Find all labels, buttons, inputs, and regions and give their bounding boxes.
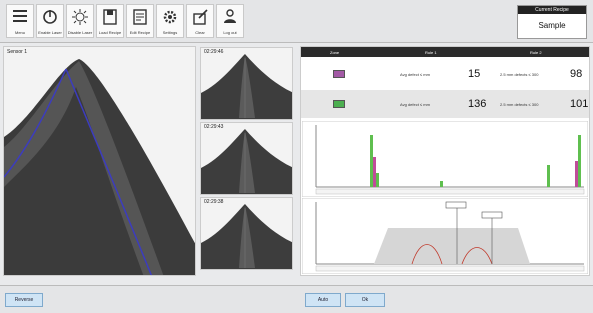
zone-swatch (333, 70, 345, 78)
button-label: Disable Laser (67, 30, 93, 35)
footer (0, 285, 593, 313)
toolbar-button[interactable]: Enable Laser (36, 4, 64, 38)
footer-button[interactable]: Reverse (5, 293, 43, 307)
button-icon (191, 8, 209, 26)
rule2-label: 2.5 mm defects ≤ 300 (500, 102, 538, 107)
rule2-value: 98 (570, 68, 582, 80)
toolbar-button[interactable]: Log out (216, 4, 244, 38)
button-icon (161, 8, 179, 26)
header-rule2: Rule 2 (530, 50, 542, 55)
thumbnail-image (201, 48, 293, 120)
toolbar-button[interactable]: Menu (6, 4, 34, 38)
button-icon (11, 8, 29, 26)
footer-button[interactable]: Ok (345, 293, 385, 307)
recipe-box: Current Recipe Sample (517, 5, 587, 39)
rule1-label: Avg defect ≤ mm (400, 102, 430, 107)
thumbnail[interactable]: 02:29:43 (200, 122, 293, 195)
sensor-view: Sensor 1 (3, 46, 196, 276)
button-icon (131, 8, 149, 26)
button-icon (41, 8, 59, 26)
header-zone: Zone (330, 50, 339, 55)
button-icon (101, 8, 119, 26)
thumbnail-time: 02:29:38 (204, 199, 223, 205)
profile-chart (302, 198, 588, 274)
button-label: Log out (217, 30, 243, 35)
recipe-title: Current Recipe (518, 6, 586, 14)
histogram (302, 121, 588, 197)
button-label: Edit Recipe (127, 30, 153, 35)
toolbar-button[interactable]: Clear (186, 4, 214, 38)
tire-surface (4, 59, 196, 276)
zone-swatch (333, 100, 345, 108)
rule1-value: 15 (468, 68, 480, 80)
button-label: Load Recipe (97, 30, 123, 35)
button-icon (221, 8, 239, 26)
rule1-label: Avg defect ≤ mm (400, 72, 430, 77)
rule2-value: 101 (570, 98, 588, 110)
toolbar-button[interactable]: Settings (156, 4, 184, 38)
thumbnail[interactable]: 02:29:46 (200, 47, 293, 120)
button-label: Clear (187, 30, 213, 35)
header-rule1: Rule 1 (425, 50, 437, 55)
button-label: Menu (7, 30, 33, 35)
toolbar-button[interactable]: Disable Laser (66, 4, 94, 38)
rule1-value: 136 (468, 98, 486, 110)
thumbnail-time: 02:29:46 (204, 49, 223, 55)
table-header (301, 47, 589, 57)
sensor-label: Sensor 1 (7, 49, 27, 55)
thumbnail-time: 02:29:43 (204, 124, 223, 130)
thumbnail-image (201, 198, 293, 270)
button-label: Settings (157, 30, 183, 35)
button-icon (71, 8, 89, 26)
tire-image (4, 47, 196, 276)
toolbar-button[interactable]: Load Recipe (96, 4, 124, 38)
toolbar-button[interactable]: Edit Recipe (126, 4, 154, 38)
rule2-label: 2.5 mm defects ≤ 300 (500, 72, 538, 77)
thumbnail[interactable]: 02:29:38 (200, 197, 293, 270)
button-label: Enable Laser (37, 30, 63, 35)
recipe-value: Sample (518, 21, 586, 30)
thumbnail-image (201, 123, 293, 195)
app-window: Current Recipe Sample Sensor 1 Zone Rule… (0, 0, 593, 312)
footer-button[interactable]: Auto (305, 293, 341, 307)
